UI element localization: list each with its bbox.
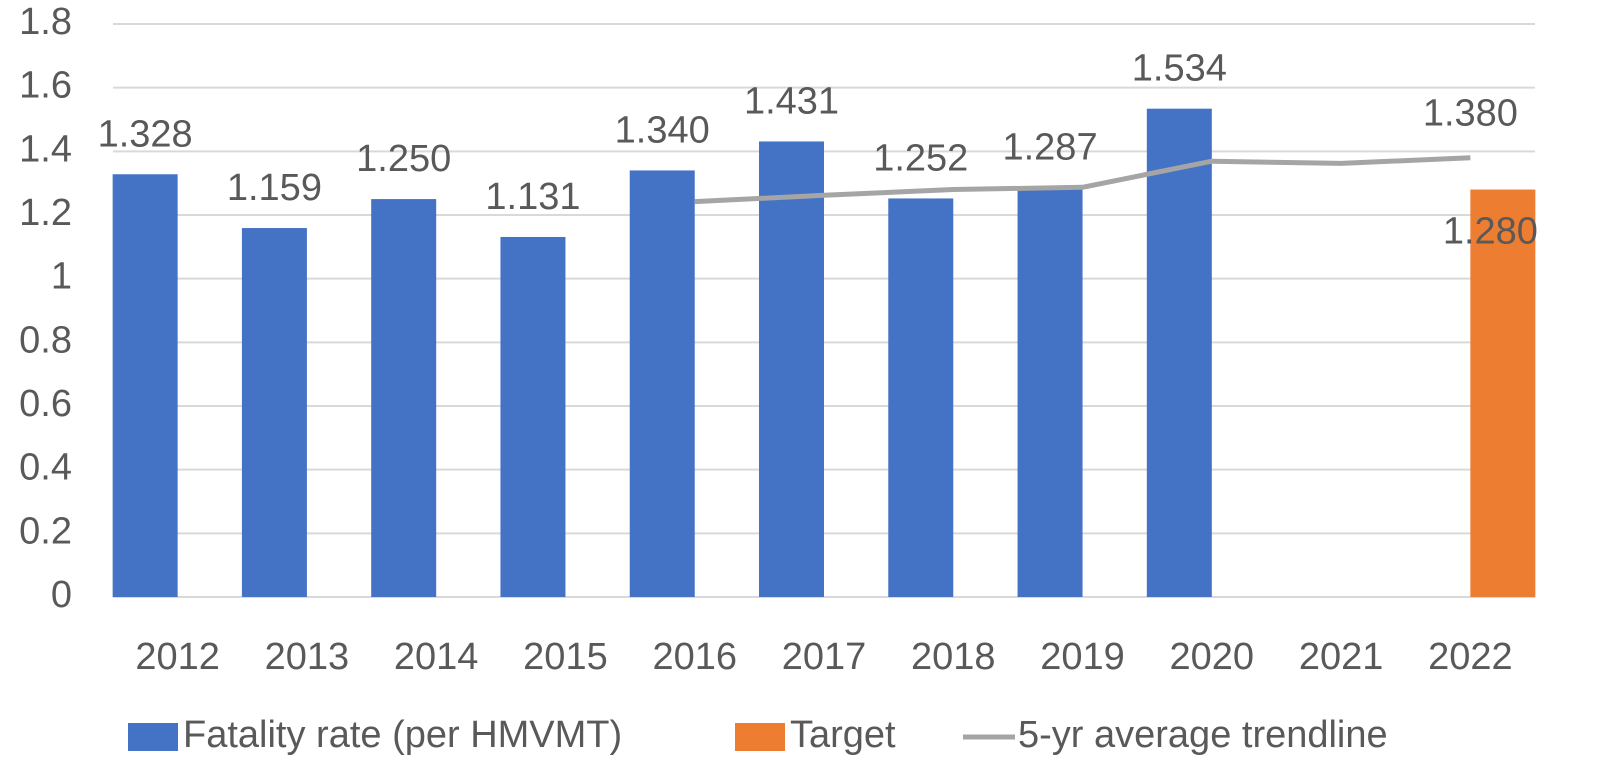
legend-swatch — [128, 723, 178, 751]
x-tick-label: 2021 — [1299, 636, 1384, 678]
x-tick-label: 2012 — [135, 636, 220, 678]
x-tick-label: 2018 — [911, 636, 996, 678]
bar — [371, 199, 437, 598]
x-tick-label: 2013 — [265, 636, 350, 678]
y-tick-label: 0.2 — [19, 510, 72, 552]
trend-line — [694, 155, 1471, 205]
data-label: 1.252 — [873, 137, 968, 179]
data-label: 1.131 — [485, 176, 580, 218]
x-tick-label: 2015 — [523, 636, 608, 678]
y-tick-label: 0.8 — [19, 319, 72, 361]
bar — [759, 141, 824, 597]
y-tick-label: 1 — [51, 256, 72, 298]
legend-label: Target — [790, 714, 896, 756]
bar — [241, 228, 307, 597]
data-label: 1.287 — [1002, 126, 1097, 168]
y-tick-label: 1.6 — [19, 65, 72, 107]
data-label: 1.534 — [1132, 48, 1227, 90]
y-tick-label: 0 — [51, 574, 72, 616]
y-tick-label: 0.6 — [19, 383, 72, 425]
y-tick-label: 1.2 — [19, 192, 72, 234]
legend-label: 5-yr average trendline — [1018, 714, 1388, 756]
x-tick-label: 2020 — [1170, 636, 1255, 678]
data-label: 1.250 — [356, 138, 451, 180]
x-tick-label: 2019 — [1040, 636, 1125, 678]
legend-swatch — [735, 723, 785, 751]
data-label: 1.159 — [227, 167, 322, 209]
y-tick-label: 0.4 — [19, 447, 72, 489]
data-label: 1.280 — [1443, 211, 1538, 253]
x-tick-label: 2016 — [652, 636, 737, 678]
y-tick-label: 1.4 — [19, 128, 72, 170]
data-label: 1.340 — [615, 109, 710, 151]
x-tick-label: 2022 — [1428, 636, 1513, 678]
x-tick-label: 2014 — [394, 636, 479, 678]
legend-label: Fatality rate (per HMVMT) — [183, 714, 622, 756]
x-tick-label: 2017 — [782, 636, 867, 678]
data-label: 1.380 — [1423, 93, 1518, 135]
bar — [1146, 108, 1212, 597]
bar — [500, 236, 566, 597]
data-label: 1.431 — [744, 80, 839, 122]
y-tick-label: 1.8 — [19, 1, 72, 43]
bar — [1470, 189, 1536, 598]
bar — [629, 170, 695, 597]
bar — [112, 174, 178, 597]
bar — [1017, 187, 1083, 597]
data-label: 1.328 — [98, 113, 193, 155]
bar — [888, 198, 954, 598]
